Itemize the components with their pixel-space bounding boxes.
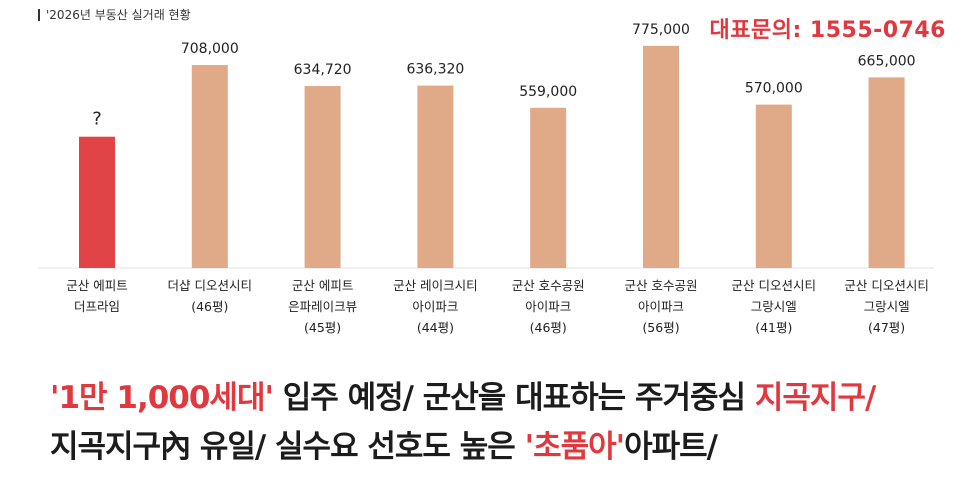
bar: [304, 86, 341, 268]
data-label: 634,720: [294, 62, 352, 78]
data-label: 559,000: [519, 84, 577, 100]
category-label: 더샵 디오션시티: [168, 278, 252, 293]
category-label: 아이파크: [638, 299, 684, 314]
headline-seg: 입주 예정/ 군산을 대표하는 주거중심: [272, 380, 755, 416]
data-label: 775,000: [632, 22, 690, 38]
category-label: 군산 디오션시티: [732, 278, 816, 293]
headline-line-1: '1만 1,000세대' 입주 예정/ 군산을 대표하는 주거중심 지곡지구/: [50, 372, 876, 417]
data-label: ?: [92, 109, 102, 130]
headline-seg: 지곡지구/: [754, 380, 876, 416]
headline-seg: '1만 1,000세대': [50, 380, 274, 416]
category-label: 군산 에피트: [292, 278, 353, 293]
bar: [79, 136, 115, 268]
category-label: 군산 레이크시티: [393, 278, 477, 293]
category-label: (46평): [530, 320, 567, 335]
headline-line-2: 지곡지구內 유일/ 실수요 선호도 높은 '초품아'아파트/: [50, 421, 718, 466]
category-label: (45평): [304, 320, 341, 335]
bar: [643, 45, 679, 269]
data-label: 636,320: [406, 62, 464, 78]
category-label: (56평): [642, 320, 679, 335]
headline-seg: 지곡지구內 유일/ 실수요 선호도 높은: [50, 429, 525, 465]
contact-number: 대표문의: 1555-0746: [709, 18, 946, 43]
category-label: 은파레이크뷰: [288, 299, 357, 314]
category-label: 군산 호수공원: [512, 278, 585, 293]
category-label: 그랑시엘: [864, 299, 910, 314]
bar: [755, 104, 792, 268]
category-label: 아이파크: [412, 299, 458, 314]
bar: [868, 77, 905, 268]
category-label: 군산 에피트: [66, 278, 127, 293]
data-label: 570,000: [745, 81, 803, 97]
bar: [417, 85, 454, 269]
category-label: (47평): [868, 320, 905, 335]
category-label: (46평): [191, 299, 228, 314]
category-label: 더프라임: [74, 299, 120, 314]
category-label: 군산 호수공원: [625, 278, 698, 293]
data-label: 708,000: [181, 41, 239, 57]
bar: [191, 65, 228, 268]
bar: [530, 107, 567, 269]
category-label: 그랑시엘: [751, 299, 797, 314]
category-label: 아이파크: [525, 299, 571, 314]
report-title: '2026년 부동산 실거래 현황: [38, 6, 191, 23]
headline-seg: 아파트/: [624, 429, 718, 465]
category-label: (44평): [417, 320, 454, 335]
report-title-text: '2026년 부동산 실거래 현황: [46, 8, 191, 22]
category-label: (41평): [755, 320, 792, 335]
headline-seg: '초품아': [524, 429, 626, 465]
title-divider: [38, 8, 40, 21]
category-label: 군산 디오션시티: [844, 278, 928, 293]
data-label: 665,000: [858, 53, 916, 69]
